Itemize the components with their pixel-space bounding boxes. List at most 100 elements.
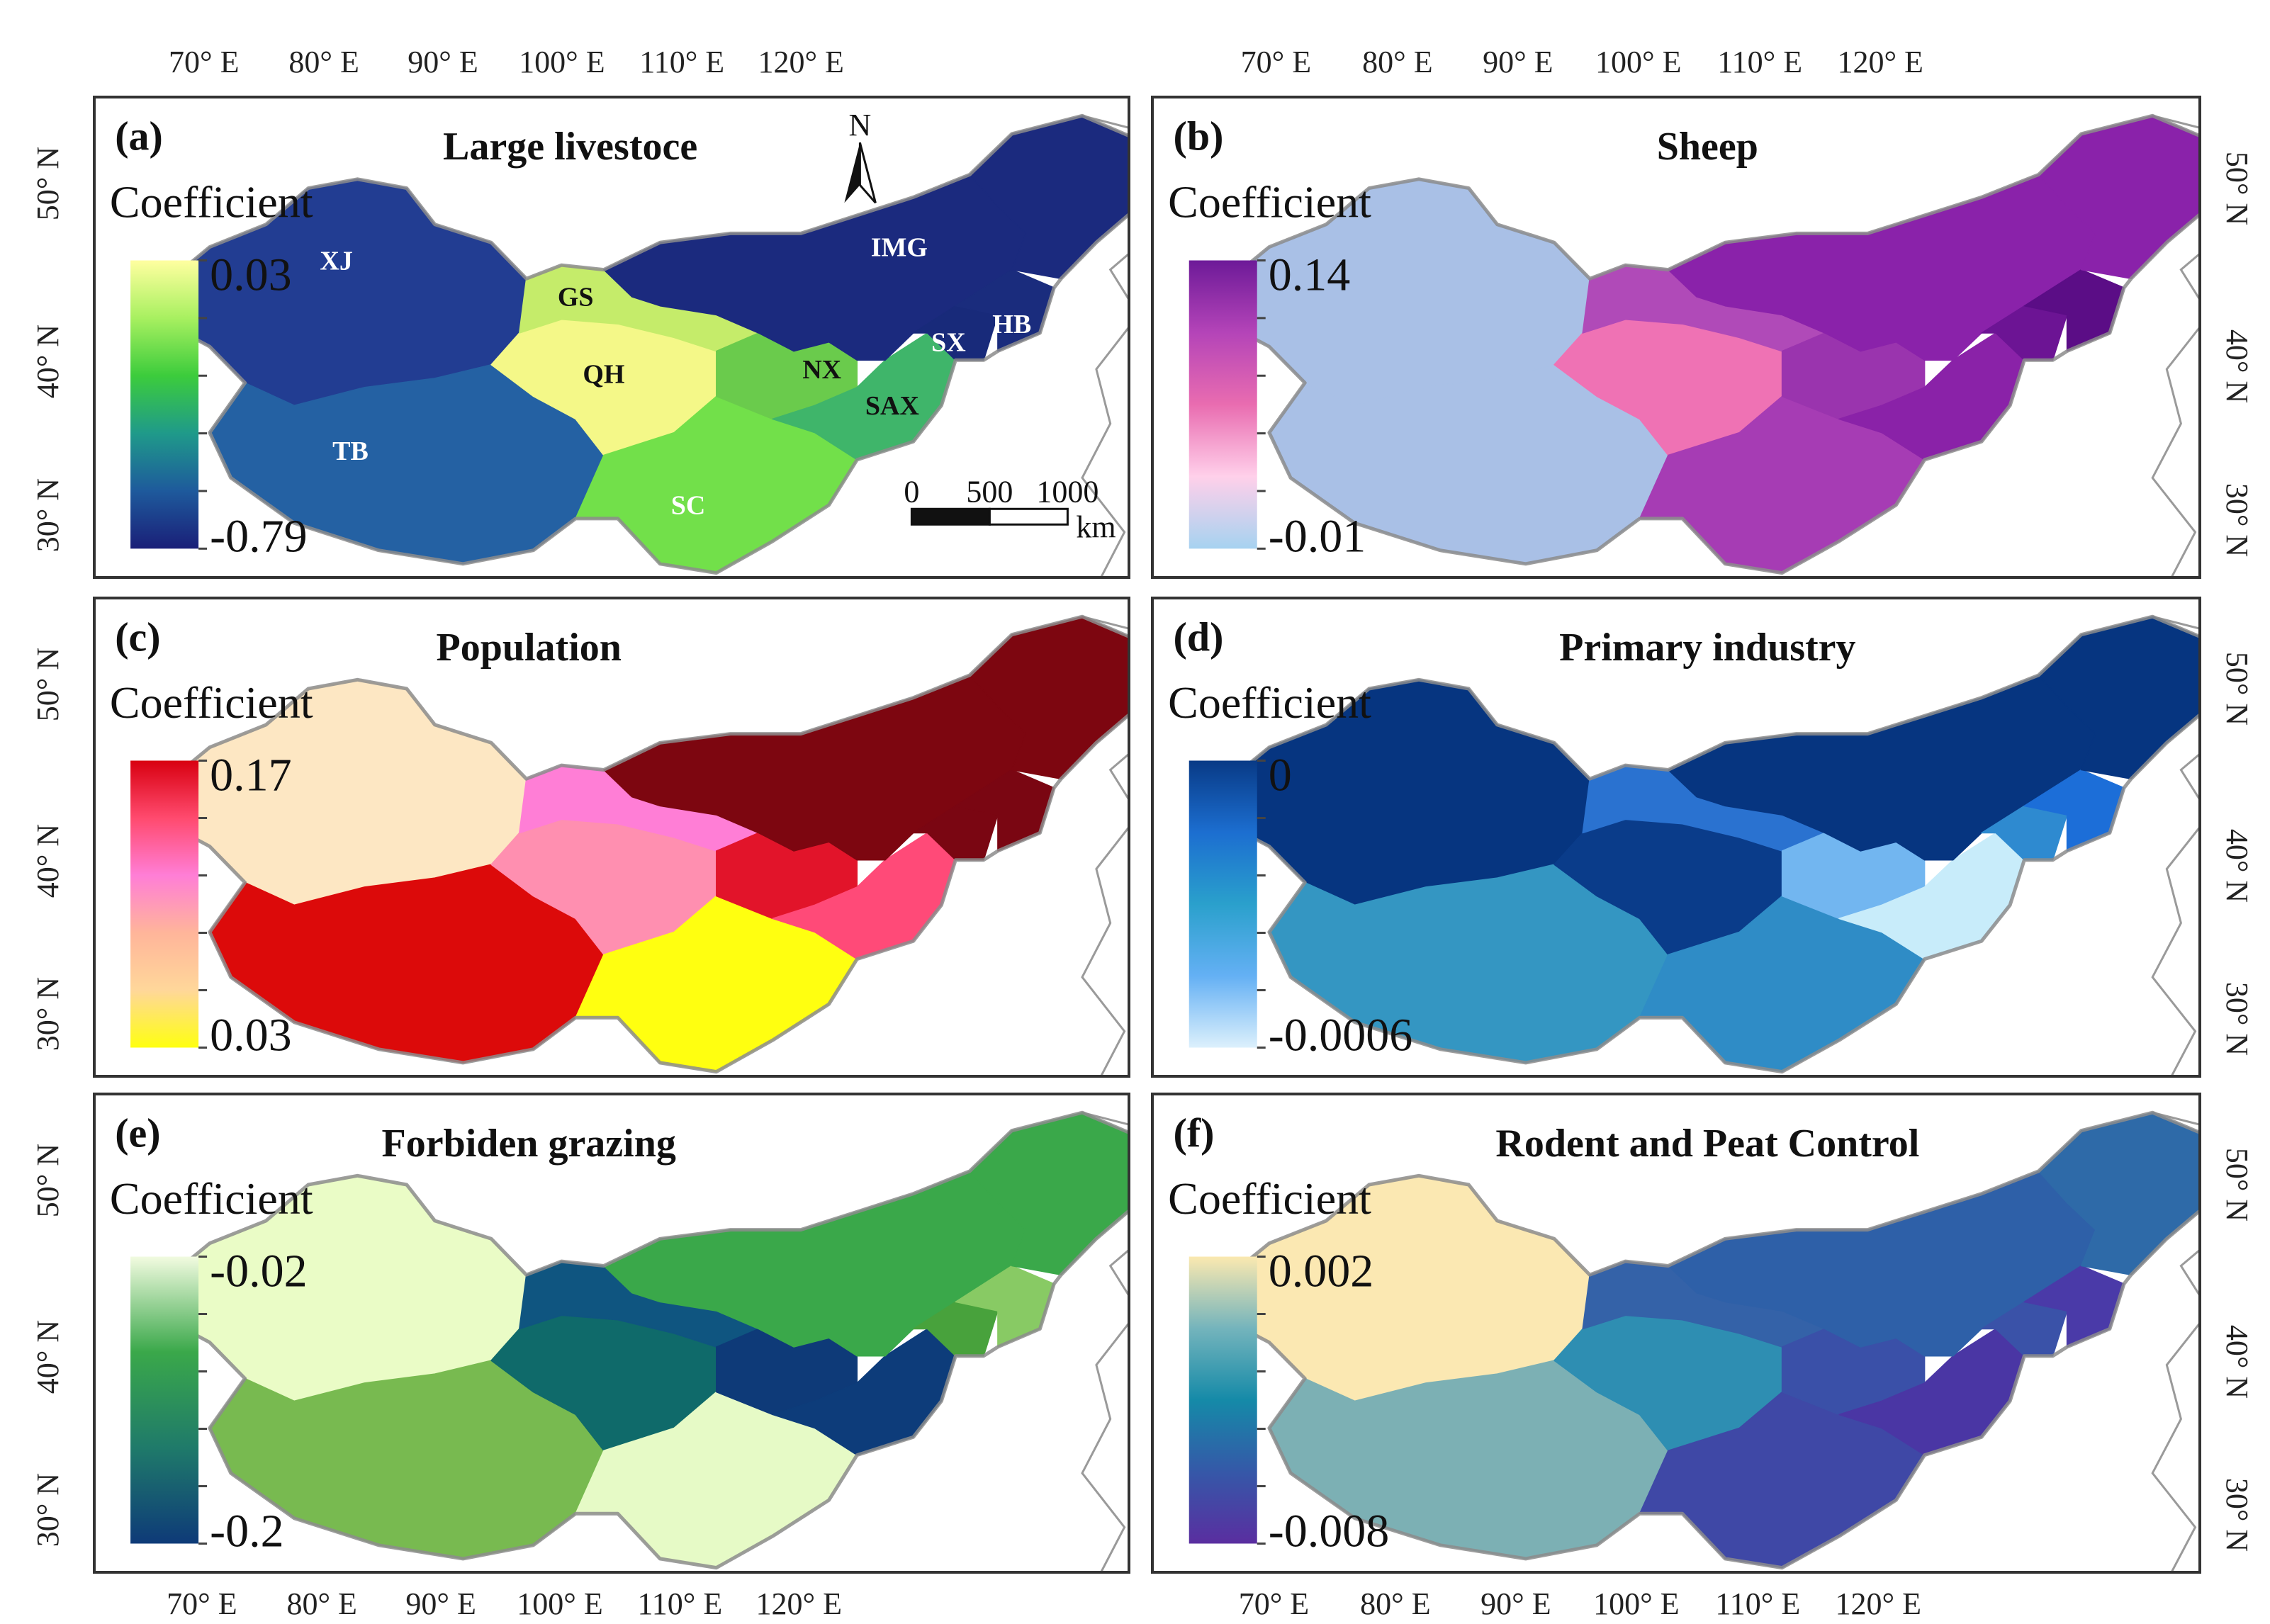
map-area: XJ TB QH GS SC NX SAX IMG SX HB [158, 113, 1128, 576]
lon-label-bottom: 110° E [637, 1586, 722, 1621]
panel-label: (a) [115, 113, 163, 159]
panel-title: Population [436, 626, 621, 670]
legend-min: -0.0006 [1269, 1010, 1412, 1061]
lat-label-left: 50° N [30, 648, 65, 721]
lon-label-bottom: 70° E [167, 1586, 237, 1621]
lat-label-left: 50° N [30, 1144, 65, 1217]
lat-label-right: 40° N [2220, 329, 2254, 403]
province-label-tb: TB [332, 436, 369, 466]
legend: Coefficient 0.002 -0.008 [1168, 1173, 1389, 1557]
province-label-xj: XJ [320, 247, 352, 276]
legend-max: 0.03 [210, 249, 292, 301]
lon-label-top: 120° E [1837, 45, 1923, 79]
lat-label-right: 30° N [2220, 1478, 2254, 1552]
lon-label-top: 100° E [519, 45, 605, 79]
map-area [1218, 614, 2198, 1075]
lon-label-top: 80° E [1362, 45, 1432, 79]
legend-max: -0.02 [210, 1246, 307, 1297]
map-area [158, 1110, 1128, 1571]
coastline [2151, 615, 2198, 1075]
lat-label-left: 50° N [30, 147, 65, 220]
lat-label-left: 30° N [30, 478, 65, 552]
legend: Coefficient 0.14 -0.01 [1168, 177, 1371, 563]
map-area [1218, 113, 2198, 576]
north-arrow-label: N [849, 108, 872, 142]
lat-label-right: 30° N [2220, 982, 2254, 1056]
scale-bar-black [910, 507, 991, 526]
north-arrow-icon-right [858, 142, 877, 204]
panel-e: (e) Forbiden grazing Coefficient -0.02 -0.2 [93, 1093, 1130, 1574]
lat-label-right: 40° N [2220, 829, 2254, 903]
province-label-gs: GS [558, 283, 594, 312]
province-label-sc: SC [671, 491, 706, 521]
legend-min: -0.2 [210, 1506, 283, 1557]
country-border [1218, 113, 2198, 575]
legend: Coefficient 0 -0.0006 [1168, 677, 1412, 1061]
lon-label-top: 90° E [408, 45, 478, 79]
lon-label-top: 70° E [1241, 45, 1311, 79]
lat-label-left: 40° N [30, 325, 65, 398]
lon-label-top: 110° E [639, 45, 724, 79]
country-border [158, 614, 1128, 1074]
lon-label-bottom: 80° E [286, 1586, 356, 1621]
lon-label-bottom: 90° E [1480, 1586, 1551, 1621]
lon-label-top: 110° E [1717, 45, 1802, 79]
panel-title: Rodent and Peat Control [1495, 1122, 1919, 1166]
legend-colorbar [130, 260, 199, 549]
map-area [1218, 1110, 2198, 1571]
scale-bar-white [988, 507, 1069, 526]
lat-label-left: 30° N [30, 1473, 65, 1547]
panel-label: (f) [1174, 1110, 1215, 1156]
legend-title: Coefficient [1168, 177, 1371, 227]
legend-max: 0.17 [210, 750, 292, 801]
legend-title: Coefficient [1168, 1173, 1371, 1224]
lon-label-bottom: 100° E [517, 1586, 602, 1621]
lon-label-bottom: 80° E [1360, 1586, 1430, 1621]
province-label-nx: NX [802, 355, 841, 385]
panel-d: (d) Primary industry Coefficient 0 -0.0006 [1151, 597, 2201, 1078]
lat-label-left: 40° N [30, 824, 65, 898]
lon-label-top: 90° E [1483, 45, 1553, 79]
lat-label-right: 50° N [2220, 1148, 2254, 1222]
legend-colorbar [130, 1256, 199, 1544]
coastline [2151, 1111, 2198, 1571]
legend-title: Coefficient [110, 1173, 313, 1224]
legend-title: Coefficient [1168, 677, 1371, 728]
panel-title: Sheep [1657, 125, 1758, 169]
province-label-sax: SAX [865, 391, 919, 421]
country-border [1218, 614, 2198, 1074]
legend-min: 0.03 [210, 1010, 292, 1061]
lat-label-right: 50° N [2220, 652, 2254, 726]
legend: Coefficient 0.03 -0.79 [110, 177, 313, 563]
legend-max: 0.14 [1269, 249, 1351, 301]
legend-colorbar [1189, 260, 1257, 549]
scale-tick-2: 1000 [1036, 474, 1099, 509]
scale-tick-1: 500 [966, 474, 1013, 509]
panel-b: (b) Sheep Coefficient 0.14 -0.01 [1151, 96, 2201, 579]
province-label-qh: QH [583, 359, 624, 389]
scale-unit: km [1076, 509, 1116, 544]
legend-colorbar [1189, 1256, 1257, 1544]
panel-f: (f) Rodent and Peat Control Coefficient 0.0… [1151, 1093, 2201, 1574]
province-label-img: IMG [871, 232, 928, 262]
panel-label: (b) [1174, 113, 1224, 159]
province-label-hb: HB [992, 310, 1031, 339]
lat-label-left: 30° N [30, 977, 65, 1051]
lon-label-top: 120° E [758, 45, 843, 79]
country-border [158, 113, 1128, 575]
legend-title: Coefficient [110, 677, 313, 728]
coastline [1081, 615, 1128, 1075]
legend: Coefficient 0.17 0.03 [110, 677, 313, 1061]
lat-label-right: 40° N [2220, 1325, 2254, 1399]
country-border [158, 1110, 1128, 1570]
province-label-sx: SX [931, 328, 966, 358]
legend-colorbar [1189, 760, 1257, 1048]
legend-max: 0 [1269, 750, 1292, 801]
lon-label-top: 100° E [1595, 45, 1681, 79]
legend: Coefficient -0.02 -0.2 [110, 1173, 313, 1557]
panel-title: Forbiden grazing [382, 1122, 676, 1166]
lon-label-bottom: 120° E [756, 1586, 842, 1621]
lon-label-top: 80° E [288, 45, 359, 79]
